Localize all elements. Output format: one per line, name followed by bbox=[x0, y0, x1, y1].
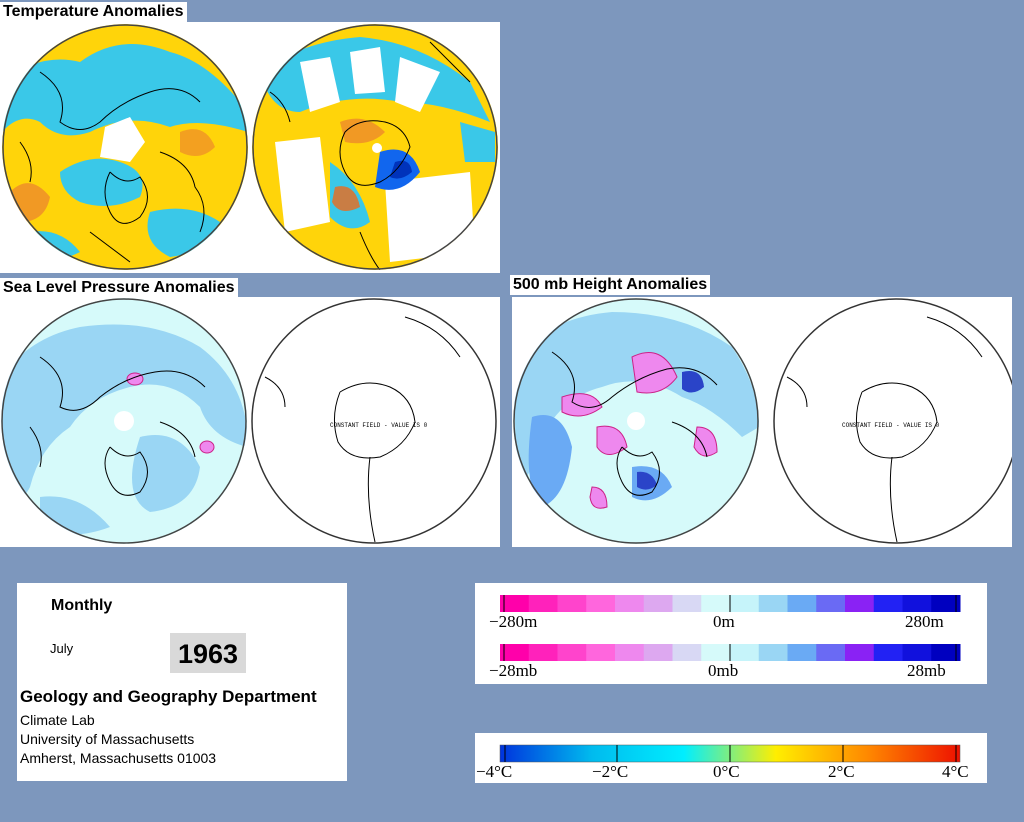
lab-label: Climate Lab bbox=[20, 712, 95, 728]
pressure-scale-min-label: −28mb bbox=[489, 661, 538, 680]
slp-maps-panel: CONSTANT FIELD - VALUE IS 0 bbox=[0, 297, 500, 547]
pressure-scale-swatch-15 bbox=[902, 644, 932, 661]
height-anomalies-title: 500 mb Height Anomalies bbox=[510, 275, 711, 295]
temp-scale-label-4: 2°C bbox=[828, 762, 855, 781]
university-label: University of Massachusetts bbox=[20, 731, 195, 747]
height-scale-swatch-16 bbox=[931, 595, 961, 612]
height-scale-max-label: 280m bbox=[905, 612, 944, 631]
height-scale-swatch-10 bbox=[758, 595, 788, 612]
temp-scale-label-5: 4°C bbox=[942, 762, 969, 781]
pressure-scale-swatch-8 bbox=[701, 644, 731, 661]
height-scale-swatch-4 bbox=[586, 595, 616, 612]
pressure-scale-swatch-4 bbox=[586, 644, 616, 661]
slp-globe-south: CONSTANT FIELD - VALUE IS 0 bbox=[251, 298, 497, 544]
height-scale-swatch-6 bbox=[643, 595, 673, 612]
temp-scale-label-2: −2°C bbox=[592, 762, 629, 781]
pressure-scale-swatch-16 bbox=[931, 644, 961, 661]
temperature-anomalies-title: Temperature Anomalies bbox=[0, 2, 187, 22]
year-label: 1963 bbox=[170, 633, 246, 673]
height-maps-panel: CONSTANT FIELD - VALUE IS 0 bbox=[512, 297, 1012, 547]
height-scale-swatch-5 bbox=[615, 595, 645, 612]
height-scale-swatch-2 bbox=[528, 595, 558, 612]
height-color-scale bbox=[500, 595, 961, 612]
pressure-scale-swatch-2 bbox=[528, 644, 558, 661]
temp-scale-label-3: 0°C bbox=[713, 762, 740, 781]
temperature-globe-north bbox=[2, 24, 248, 270]
pressure-scale-swatch-1 bbox=[500, 644, 530, 661]
address-label: Amherst, Massachusetts 01003 bbox=[20, 750, 217, 766]
pressure-scale-swatch-14 bbox=[873, 644, 903, 661]
slp-anomalies-title: Sea Level Pressure Anomalies bbox=[0, 278, 238, 298]
department-label: Geology and Geography Department bbox=[20, 687, 317, 706]
temperature-globe-south bbox=[252, 24, 498, 270]
pressure-color-scale bbox=[500, 644, 961, 661]
pressure-scale-max-label: 28mb bbox=[907, 661, 946, 680]
period-label: Monthly bbox=[51, 597, 113, 614]
height-scale-swatch-3 bbox=[557, 595, 587, 612]
anomaly-scales-box: −280m 0m 280m −28mb 0mb 28mb bbox=[475, 583, 987, 684]
temperature-scale-box: −4°C −2°C 0°C 2°C 4°C bbox=[475, 733, 987, 783]
height-scale-swatch-12 bbox=[816, 595, 846, 612]
pressure-scale-swatch-13 bbox=[845, 644, 875, 661]
height-scale-swatch-11 bbox=[787, 595, 817, 612]
height-scale-swatch-7 bbox=[672, 595, 702, 612]
height-scale-mid-label: 0m bbox=[713, 612, 735, 631]
slp-globe-north bbox=[1, 298, 247, 544]
height-globe-south: CONSTANT FIELD - VALUE IS 0 bbox=[773, 298, 1012, 544]
temperature-maps-panel bbox=[0, 22, 500, 273]
pressure-scale-swatch-12 bbox=[816, 644, 846, 661]
pressure-scale-swatch-9 bbox=[730, 644, 760, 661]
slp-constant-field-note: CONSTANT FIELD - VALUE IS 0 bbox=[330, 422, 428, 429]
height-constant-field-note: CONSTANT FIELD - VALUE IS 0 bbox=[842, 422, 940, 429]
height-scale-swatch-9 bbox=[730, 595, 760, 612]
height-scale-swatch-14 bbox=[873, 595, 903, 612]
height-scale-swatch-13 bbox=[845, 595, 875, 612]
month-label: July bbox=[50, 641, 74, 656]
temp-scale-label-1: −4°C bbox=[476, 762, 513, 781]
pressure-scale-swatch-7 bbox=[672, 644, 702, 661]
pressure-scale-swatch-3 bbox=[557, 644, 587, 661]
info-box: Monthly July 1963 Geology and Geography … bbox=[17, 583, 347, 781]
height-scale-swatch-1 bbox=[500, 595, 530, 612]
pressure-scale-swatch-6 bbox=[643, 644, 673, 661]
pressure-scale-swatch-11 bbox=[787, 644, 817, 661]
height-scale-min-label: −280m bbox=[489, 612, 538, 631]
height-scale-swatch-8 bbox=[701, 595, 731, 612]
pressure-scale-mid-label: 0mb bbox=[708, 661, 739, 680]
pressure-scale-swatch-10 bbox=[758, 644, 788, 661]
height-globe-north bbox=[513, 298, 759, 544]
pressure-scale-swatch-5 bbox=[615, 644, 645, 661]
height-scale-swatch-15 bbox=[902, 595, 932, 612]
